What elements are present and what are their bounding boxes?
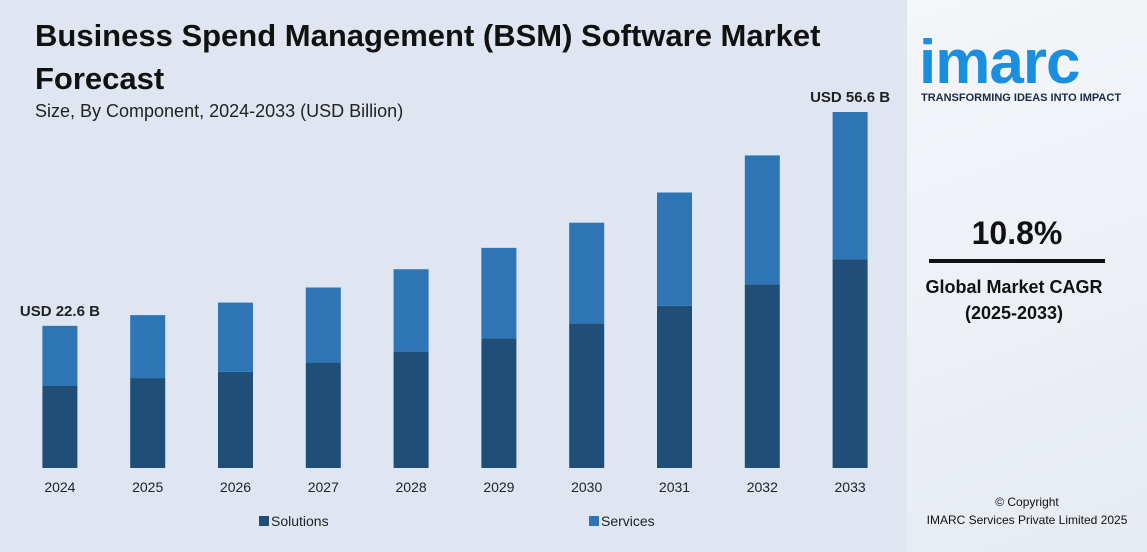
x-tick-label: 2026 [220, 479, 251, 495]
x-tick-label: 2025 [132, 479, 163, 495]
bar-segment [481, 247, 517, 339]
divider [929, 259, 1105, 263]
bar-segment [393, 269, 429, 352]
bar-segment [218, 302, 253, 372]
cagr-value: 10.8% [971, 215, 1063, 251]
bar-segment [481, 338, 517, 468]
bar-segment [657, 192, 692, 306]
cagr-label: Global Market CAGR [925, 277, 1103, 297]
tagline: TRANSFORMING IDEAS INTO IMPACT [921, 92, 1122, 104]
x-tick-label: 2031 [659, 479, 690, 495]
legend-swatch [259, 516, 269, 526]
bar-segment [569, 222, 605, 324]
bar-segment [657, 305, 692, 468]
chart-title: Business Spend Management (BSM) Software… [35, 18, 821, 96]
cagr-period: (2025-2033) [964, 303, 1064, 323]
bar-segment [130, 378, 166, 468]
x-tick-label: 2027 [308, 479, 339, 495]
chart-subtitle: Size, By Component, 2024-2033 (USD Billi… [35, 101, 404, 121]
x-tick-label: 2030 [571, 479, 602, 495]
x-tick-label: 2032 [747, 479, 778, 495]
x-tick-label: 2024 [44, 479, 75, 495]
legend-label: Services [601, 513, 655, 529]
bar-segment [218, 371, 253, 468]
bar-segment [305, 362, 341, 468]
bar-segment [569, 323, 605, 468]
logo: imarc [919, 28, 1080, 97]
bar-segment [832, 112, 868, 260]
bar-segment [393, 351, 429, 468]
x-tick-label: 2028 [396, 479, 427, 495]
bar-segment [42, 325, 78, 386]
legend-label: Solutions [271, 513, 329, 529]
sidebar: imarc TRANSFORMING IDEAS INTO IMPACT 10.… [907, 0, 1147, 552]
x-tick-label: 2029 [483, 479, 514, 495]
bar-segment [130, 315, 166, 379]
chart: 2024 USD 22.6 B 2025 2026 2027 2028 2029 2030 20… [20, 89, 890, 529]
bar-segment [832, 259, 868, 468]
legend-swatch [589, 516, 599, 526]
x-tick-label: 2033 [835, 479, 866, 495]
total-label: USD 22.6 B [20, 303, 100, 320]
company: IMARC Services Private Limited 2025 [926, 513, 1128, 527]
total-label: USD 56.6 B [810, 89, 890, 106]
copyright: © Copyright [995, 495, 1059, 509]
bar-segment [744, 284, 780, 468]
bar-segment [744, 155, 780, 285]
bar-segment [42, 385, 78, 468]
bar-segment [305, 287, 341, 363]
